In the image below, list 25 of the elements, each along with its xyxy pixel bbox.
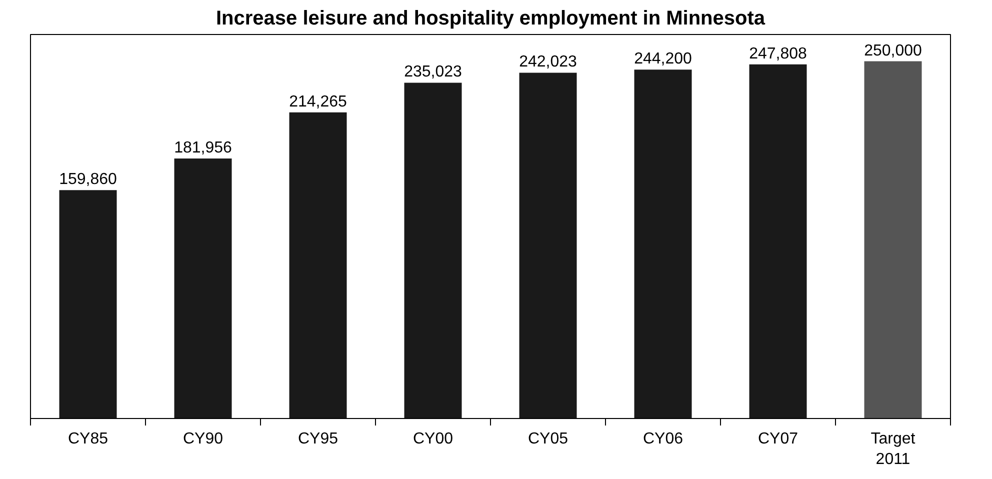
data-label: 242,023 <box>519 54 578 71</box>
x-tick-label: CY00 <box>412 430 454 448</box>
bar <box>59 190 117 418</box>
x-tick-label: Target 2011 <box>870 430 916 468</box>
data-label: 235,023 <box>404 64 462 81</box>
x-tick-label: CY07 <box>758 430 798 448</box>
bar <box>174 158 232 418</box>
x-tick-label: CY85 <box>68 430 108 448</box>
bar <box>519 72 577 418</box>
data-label: 181,956 <box>174 140 232 157</box>
data-label: 247,808 <box>749 45 808 62</box>
x-tick-label: CY90 <box>182 430 224 448</box>
x-tick-label: CY95 <box>298 430 338 448</box>
data-label: 159,860 <box>59 171 118 188</box>
bar <box>634 70 692 418</box>
bar <box>404 82 462 418</box>
data-label: 250,000 <box>864 42 922 60</box>
x-tick-label: CY06 <box>642 430 684 448</box>
chart-title: Increase leisure and hospitality employment in Minnesota <box>216 8 766 30</box>
data-label: 214,265 <box>289 93 348 110</box>
data-label: 244,200 <box>634 50 692 68</box>
bar <box>864 61 922 418</box>
x-tick-label: CY05 <box>528 430 568 448</box>
bar <box>749 64 807 418</box>
bar <box>289 112 347 418</box>
